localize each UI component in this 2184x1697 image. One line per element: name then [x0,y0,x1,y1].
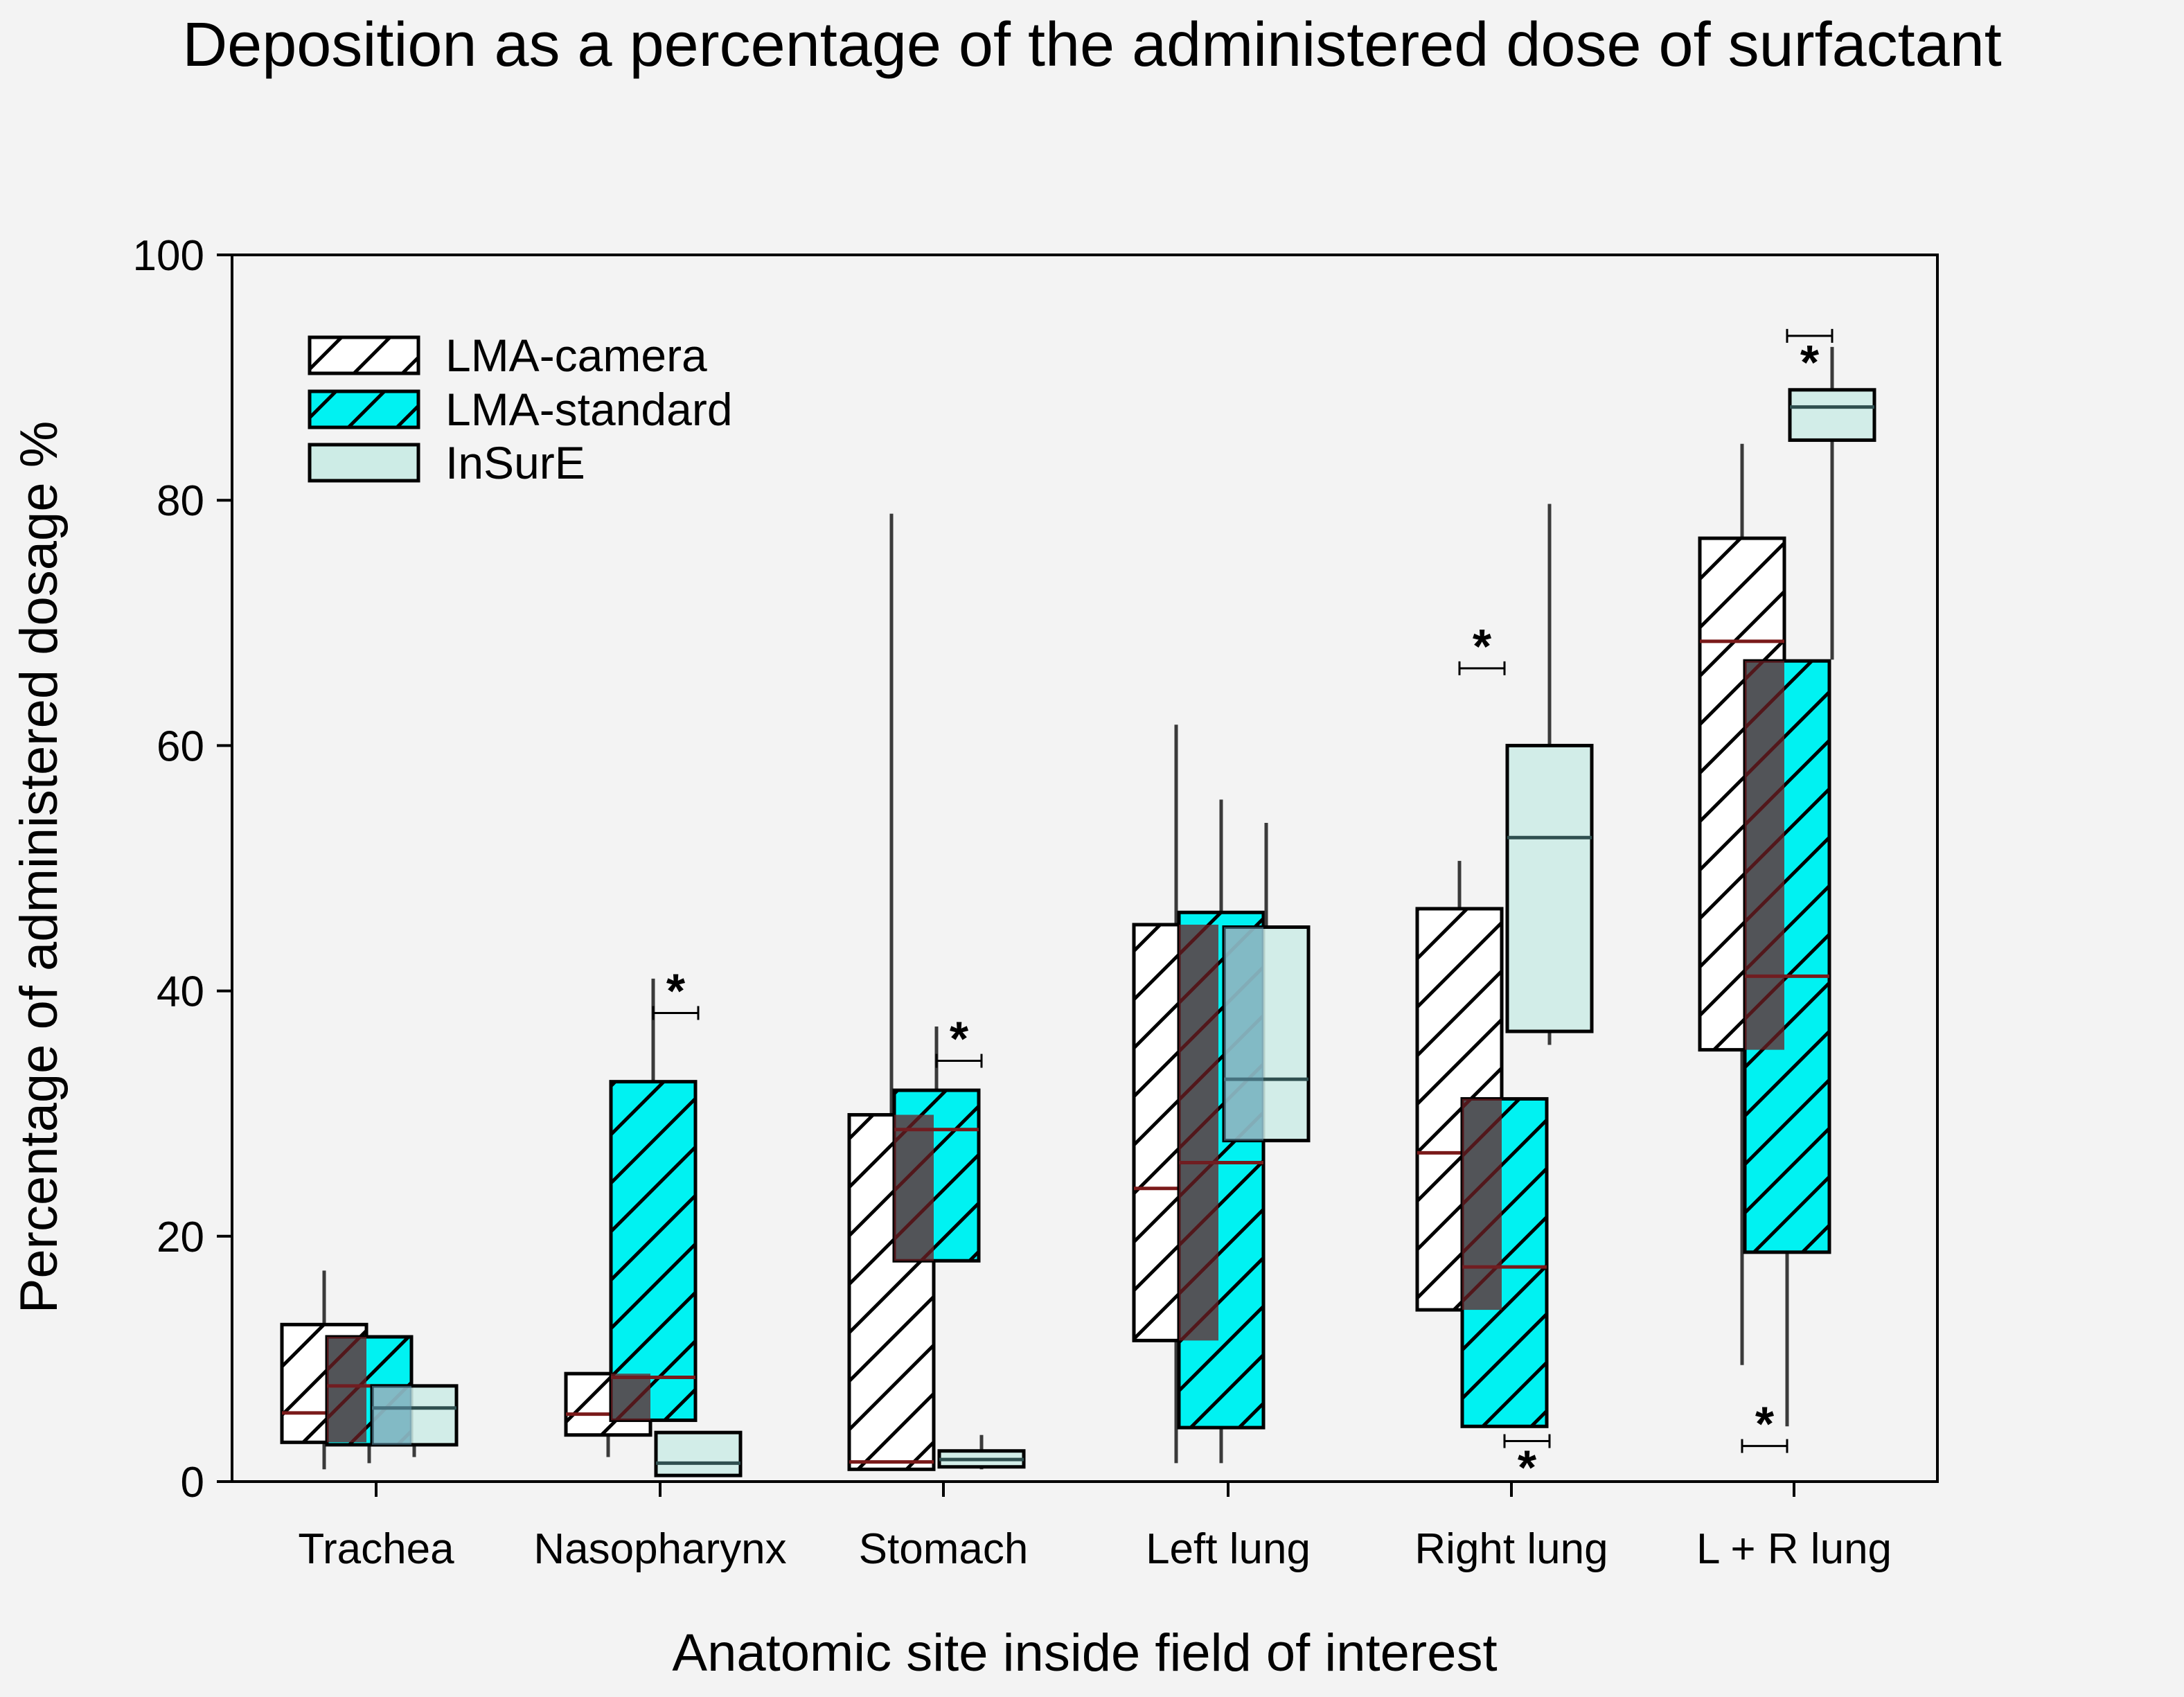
significance-marker: * [652,963,700,1020]
x-tick-label-nasopharynx: Nasopharynx [533,1525,786,1573]
y-tick-label: 100 [133,232,204,280]
box-insure-right-lung [1505,504,1594,1045]
box-outline [609,1080,698,1422]
significance-marker: * [1503,1434,1551,1495]
legend-label-insure: InSurE [445,437,585,488]
box-insure-stomach [937,1434,1026,1470]
box-insure-l-r-lung [1788,346,1876,660]
y-tick-label: 20 [157,1214,204,1261]
legend-label-lma-standard: LMA-standard [445,384,733,435]
overlap-region [1179,924,1218,1341]
significance-marker: * [1786,328,1834,389]
significance-marker: * [1741,1397,1788,1453]
box-outline [654,1430,743,1477]
significance-star: * [950,1012,969,1066]
box-body [1790,389,1874,441]
significance-star: * [1518,1441,1537,1495]
legend-hatch-lma-standard [310,391,418,427]
overlap-region [372,1385,411,1445]
y-tick-label: 0 [181,1459,204,1507]
y-tick-label: 40 [157,968,204,1016]
x-tick-label-l-r-lung: L + R lung [1696,1525,1892,1573]
overlap-region [327,1337,366,1443]
box-outline [1788,388,1876,442]
box-lma-standard-l-r-lung [1743,659,1831,1427]
legend: LMA-camera LMA-standard InSurE [308,330,733,488]
box-outline [1505,743,1594,1033]
overlap-region [894,1114,934,1261]
legend-hatch-lma-camera [310,337,418,373]
legend-swatch-insure [308,443,420,483]
series-lma-standard [325,659,1831,1464]
x-axis-title: Anatomic site inside field of interest [672,1624,1497,1682]
significance-layer: * * * * * * [652,328,1834,1495]
y-tick-label: 60 [157,722,204,770]
x-tick-label-stomach: Stomach [859,1525,1029,1573]
significance-star: * [1755,1397,1775,1451]
x-tick-label-left-lung: Left lung [1146,1525,1311,1573]
box-lma-standard-nasopharynx [609,978,698,1422]
box-lma-camera-stomach [847,513,936,1471]
box-hatch [611,1081,695,1421]
legend-label-lma-camera: LMA-camera [445,330,707,381]
significance-star: * [666,963,686,1018]
overlap-layer [327,661,1784,1445]
overlap-region [611,1374,650,1421]
significance-marker: * [935,1012,983,1068]
significance-star: * [1473,619,1492,673]
legend-item-lma-camera: LMA-camera [308,330,707,381]
box-body [1507,745,1592,1032]
box-insure-nasopharynx [654,1430,743,1477]
box-outline [847,1112,936,1471]
overlap-region [1745,661,1784,1050]
box-body [656,1432,740,1476]
overlap-region [1462,1099,1502,1310]
boxes-layer [280,346,1876,1477]
chart-title: Deposition as a percentage of the admini… [182,10,2002,80]
y-axis-title: Percentage of administered dosage % [10,421,69,1314]
x-tick-label-trachea: Trachea [298,1525,454,1573]
legend-item-insure: InSurE [308,437,585,488]
x-tick-label-right-lung: Right lung [1414,1525,1608,1573]
significance-star: * [1800,335,1820,389]
legend-item-lma-standard: LMA-standard [308,384,733,435]
significance-marker: * [1458,619,1506,675]
overlap-region [1224,927,1263,1141]
y-tick-label: 80 [157,477,204,525]
series-insure [370,346,1876,1477]
plot-frame [231,254,1939,1483]
axes-layer: 0 20 40 60 80 100 Trachea Nasopharynx Stomach Lef… [133,232,1892,1573]
